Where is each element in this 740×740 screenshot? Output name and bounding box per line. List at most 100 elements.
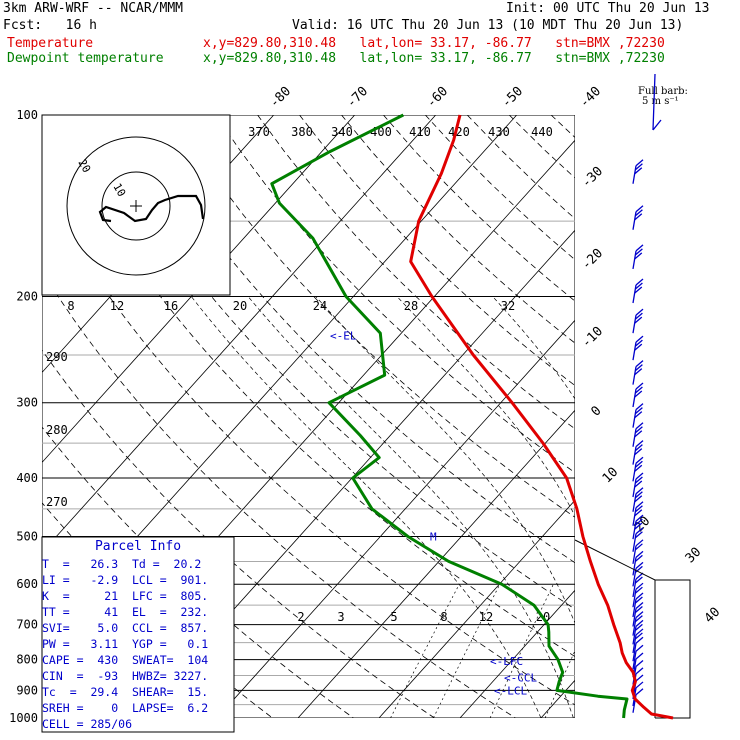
wind-barb: [634, 386, 643, 394]
wind-barb: [635, 278, 644, 286]
wind-barb: [634, 316, 643, 324]
barb-legend-unit: 5 m s⁻¹: [642, 96, 679, 107]
mixing-ratio-line: [489, 584, 554, 718]
wind-barb: [634, 480, 643, 488]
wind-barb: [634, 312, 643, 320]
wind-barb: [634, 596, 643, 604]
isotherm-line: [216, 319, 575, 718]
level-marker: <-CCL: [504, 672, 537, 685]
mixing-ratio-label: 3: [337, 610, 344, 624]
parcel-info-row: PW = 3.11 YGP = 0.1: [42, 637, 209, 651]
isotherm-label: -20: [579, 246, 606, 273]
wind-barb: [635, 159, 644, 167]
wind-barb: [632, 478, 637, 498]
wind-barb: [635, 440, 644, 448]
wind-barb: [635, 501, 644, 509]
isotherm-label: -70: [344, 84, 371, 111]
mixing-ratio-label: 2: [297, 610, 304, 624]
wind-barb: [635, 244, 644, 252]
wind-scale-label: 20: [233, 299, 247, 313]
dewpoint-legend-label: Dewpoint temperature: [7, 51, 164, 66]
parcel-info-title: Parcel Info: [94, 539, 182, 554]
wind-barb: [632, 409, 637, 428]
wind-barb: [635, 688, 644, 696]
wind-barb: [632, 315, 637, 334]
dewpoint-profile: [270, 113, 629, 719]
wind-barb: [632, 493, 637, 512]
wind-barb: [634, 286, 643, 294]
wind-barb: [634, 368, 643, 376]
dry-adiabat: [131, 115, 575, 564]
wind-barb: [634, 632, 643, 640]
wind-barb: [632, 545, 637, 564]
isotherm-line: [297, 409, 575, 718]
isotherm-label: -40: [577, 84, 604, 111]
wind-barb: [634, 430, 643, 438]
wind-barb: [634, 167, 643, 175]
parcel-info-row: CELL = 285/06: [42, 717, 133, 731]
barb-legend-label: Full barb:: [638, 86, 688, 97]
isotherm-label: -80: [267, 84, 294, 111]
parcel-info-box: [41, 536, 235, 733]
moist-adiabat: [596, 297, 703, 719]
pressure-label: 200: [16, 290, 38, 304]
dewpoint-location: x,y=829.80,310.48 lat,lon= 33.17, -86.77…: [203, 51, 665, 66]
isotherm-label: 0: [588, 403, 604, 419]
wind-barb: [634, 282, 643, 290]
wind-barb: [634, 518, 643, 526]
dry-adiabat: [425, 115, 575, 261]
wind-barb: [632, 250, 637, 270]
mixing-ratio-label: 8: [440, 610, 447, 624]
wind-barb: [632, 507, 637, 526]
wind-barb: [634, 491, 643, 499]
theta-label: 290: [46, 350, 68, 364]
wind-barb: [634, 495, 643, 503]
wind-barb: [634, 390, 643, 398]
wind-barb: [634, 554, 643, 562]
wind-barb: [635, 592, 644, 600]
isotherm-line: [42, 115, 355, 464]
theta-label: 380: [291, 125, 313, 139]
wind-barb: [635, 652, 644, 660]
theta-label: 430: [488, 125, 510, 139]
barb-column-frame: [574, 539, 691, 719]
barb-legend-icon: [652, 73, 662, 131]
wind-barb: [634, 339, 643, 347]
wind-barb: [634, 343, 643, 351]
wind-barb: [632, 428, 637, 447]
isotherm-line: [378, 499, 575, 718]
wind-barb: [634, 522, 643, 530]
isotherm-line: [42, 115, 436, 554]
wind-barb: [634, 605, 643, 613]
dry-adiabat: [257, 115, 575, 430]
dry-adiabat: [42, 349, 435, 718]
dry-adiabat: [89, 115, 575, 610]
mixing-ratio-label: 12: [479, 610, 493, 624]
wind-barb: [635, 514, 644, 522]
pressure-label: 400: [16, 471, 38, 485]
wind-barb: [635, 667, 644, 675]
hodograph-ring-label: 10: [110, 181, 128, 199]
wind-barb: [635, 472, 644, 480]
wind-barb: [632, 211, 637, 230]
pressure-label: 600: [16, 577, 38, 591]
wind-scale-label: 28: [404, 299, 418, 313]
wind-barb: [635, 550, 644, 558]
wind-barb: [635, 527, 644, 535]
wind-barb: [635, 619, 644, 627]
wind-barb: [632, 643, 637, 662]
hodograph-ring: [101, 171, 171, 241]
wind-barb: [634, 505, 643, 513]
wind-barb: [632, 342, 637, 361]
wind-barb: [634, 509, 643, 517]
wind-barb: [632, 165, 637, 184]
wind-barb: [632, 388, 637, 408]
wind-barb: [635, 681, 644, 689]
wind-barb: [632, 520, 637, 540]
wind-barb: [632, 598, 637, 618]
wind-barb: [635, 611, 644, 619]
wind-barb: [632, 617, 637, 636]
wind-barb: [632, 446, 637, 465]
wind-barb: [635, 335, 644, 343]
